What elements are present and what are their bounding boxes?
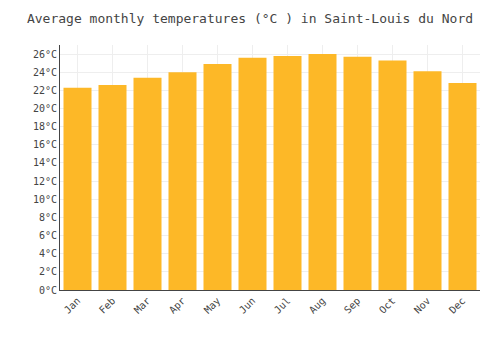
svg-text:20°C: 20°C <box>33 103 57 114</box>
svg-text:2°C: 2°C <box>39 266 57 277</box>
svg-text:4°C: 4°C <box>39 248 57 259</box>
svg-text:Jun: Jun <box>237 295 258 316</box>
svg-text:Aug: Aug <box>307 295 328 316</box>
svg-text:26°C: 26°C <box>33 49 57 60</box>
svg-text:6°C: 6°C <box>39 230 57 241</box>
svg-text:Mar: Mar <box>132 295 153 316</box>
svg-text:Nov: Nov <box>412 295 433 316</box>
svg-text:Sep: Sep <box>342 295 363 316</box>
svg-text:Average monthly temperatures (: Average monthly temperatures (°C ) in Sa… <box>27 11 473 26</box>
svg-text:Jul: Jul <box>272 295 293 316</box>
svg-text:12°C: 12°C <box>33 176 57 187</box>
svg-text:22°C: 22°C <box>33 85 57 96</box>
svg-text:16°C: 16°C <box>33 139 57 150</box>
svg-text:Oct: Oct <box>377 295 398 316</box>
svg-text:18°C: 18°C <box>33 121 57 132</box>
svg-text:May: May <box>202 295 223 316</box>
svg-text:Dec: Dec <box>447 295 468 316</box>
svg-text:14°C: 14°C <box>33 157 57 168</box>
svg-text:Feb: Feb <box>97 295 118 316</box>
svg-text:Jan: Jan <box>62 295 83 316</box>
svg-text:Apr: Apr <box>167 295 188 316</box>
svg-text:24°C: 24°C <box>33 67 57 78</box>
svg-text:0°C: 0°C <box>39 285 57 296</box>
svg-text:8°C: 8°C <box>39 212 57 223</box>
svg-text:10°C: 10°C <box>33 194 57 205</box>
